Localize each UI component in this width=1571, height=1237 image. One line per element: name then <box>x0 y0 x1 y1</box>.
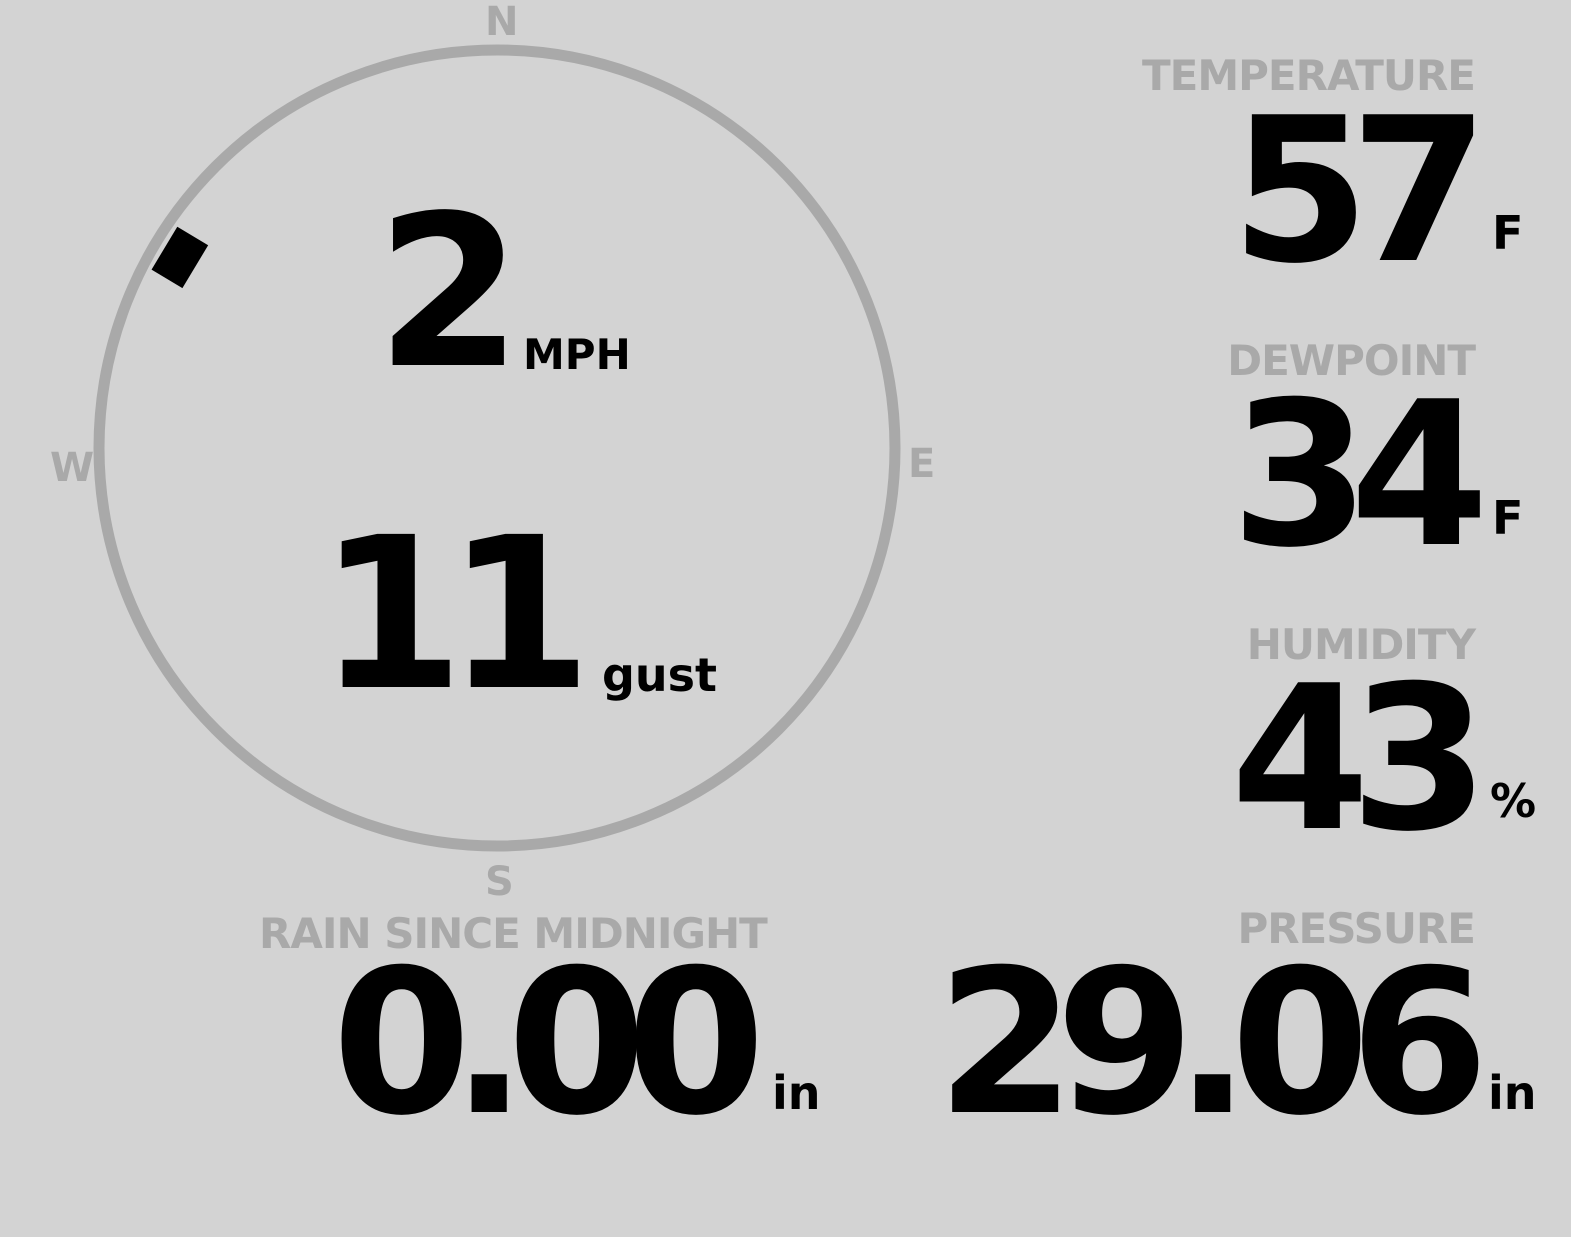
wind-speed-value: 2 <box>376 170 522 415</box>
wind-gust-label: gust <box>602 648 718 702</box>
temperature-value: 57 <box>1230 75 1489 308</box>
compass-north: N <box>485 0 519 45</box>
dewpoint-unit: F <box>1492 491 1524 545</box>
wind-speed-unit: MPH <box>523 330 631 379</box>
dewpoint-value: 34 <box>1230 359 1489 592</box>
humidity-label: HUMIDITY <box>1246 620 1476 669</box>
wind-compass <box>93 44 901 852</box>
rain-unit: in <box>772 1066 821 1120</box>
compass-west: W <box>50 445 95 491</box>
pressure-unit: in <box>1488 1066 1537 1120</box>
temperature-label: TEMPERATURE <box>1142 51 1476 100</box>
rain-label: RAIN SINCE MIDNIGHT <box>259 909 768 958</box>
wind-gust-value: 11 <box>318 492 592 737</box>
humidity-unit: % <box>1490 774 1537 828</box>
wind-direction-marker <box>151 226 209 289</box>
compass-south: S <box>485 859 514 905</box>
rain-value: 0.00 <box>332 927 765 1160</box>
compass-ring <box>93 44 901 852</box>
dewpoint-label: DEWPOINT <box>1227 336 1476 385</box>
compass-east: E <box>908 441 936 487</box>
humidity-value: 43 <box>1230 643 1489 876</box>
pressure-value: 29.06 <box>936 927 1489 1160</box>
pressure-label: PRESSURE <box>1237 904 1476 953</box>
temperature-unit: F <box>1492 206 1524 260</box>
